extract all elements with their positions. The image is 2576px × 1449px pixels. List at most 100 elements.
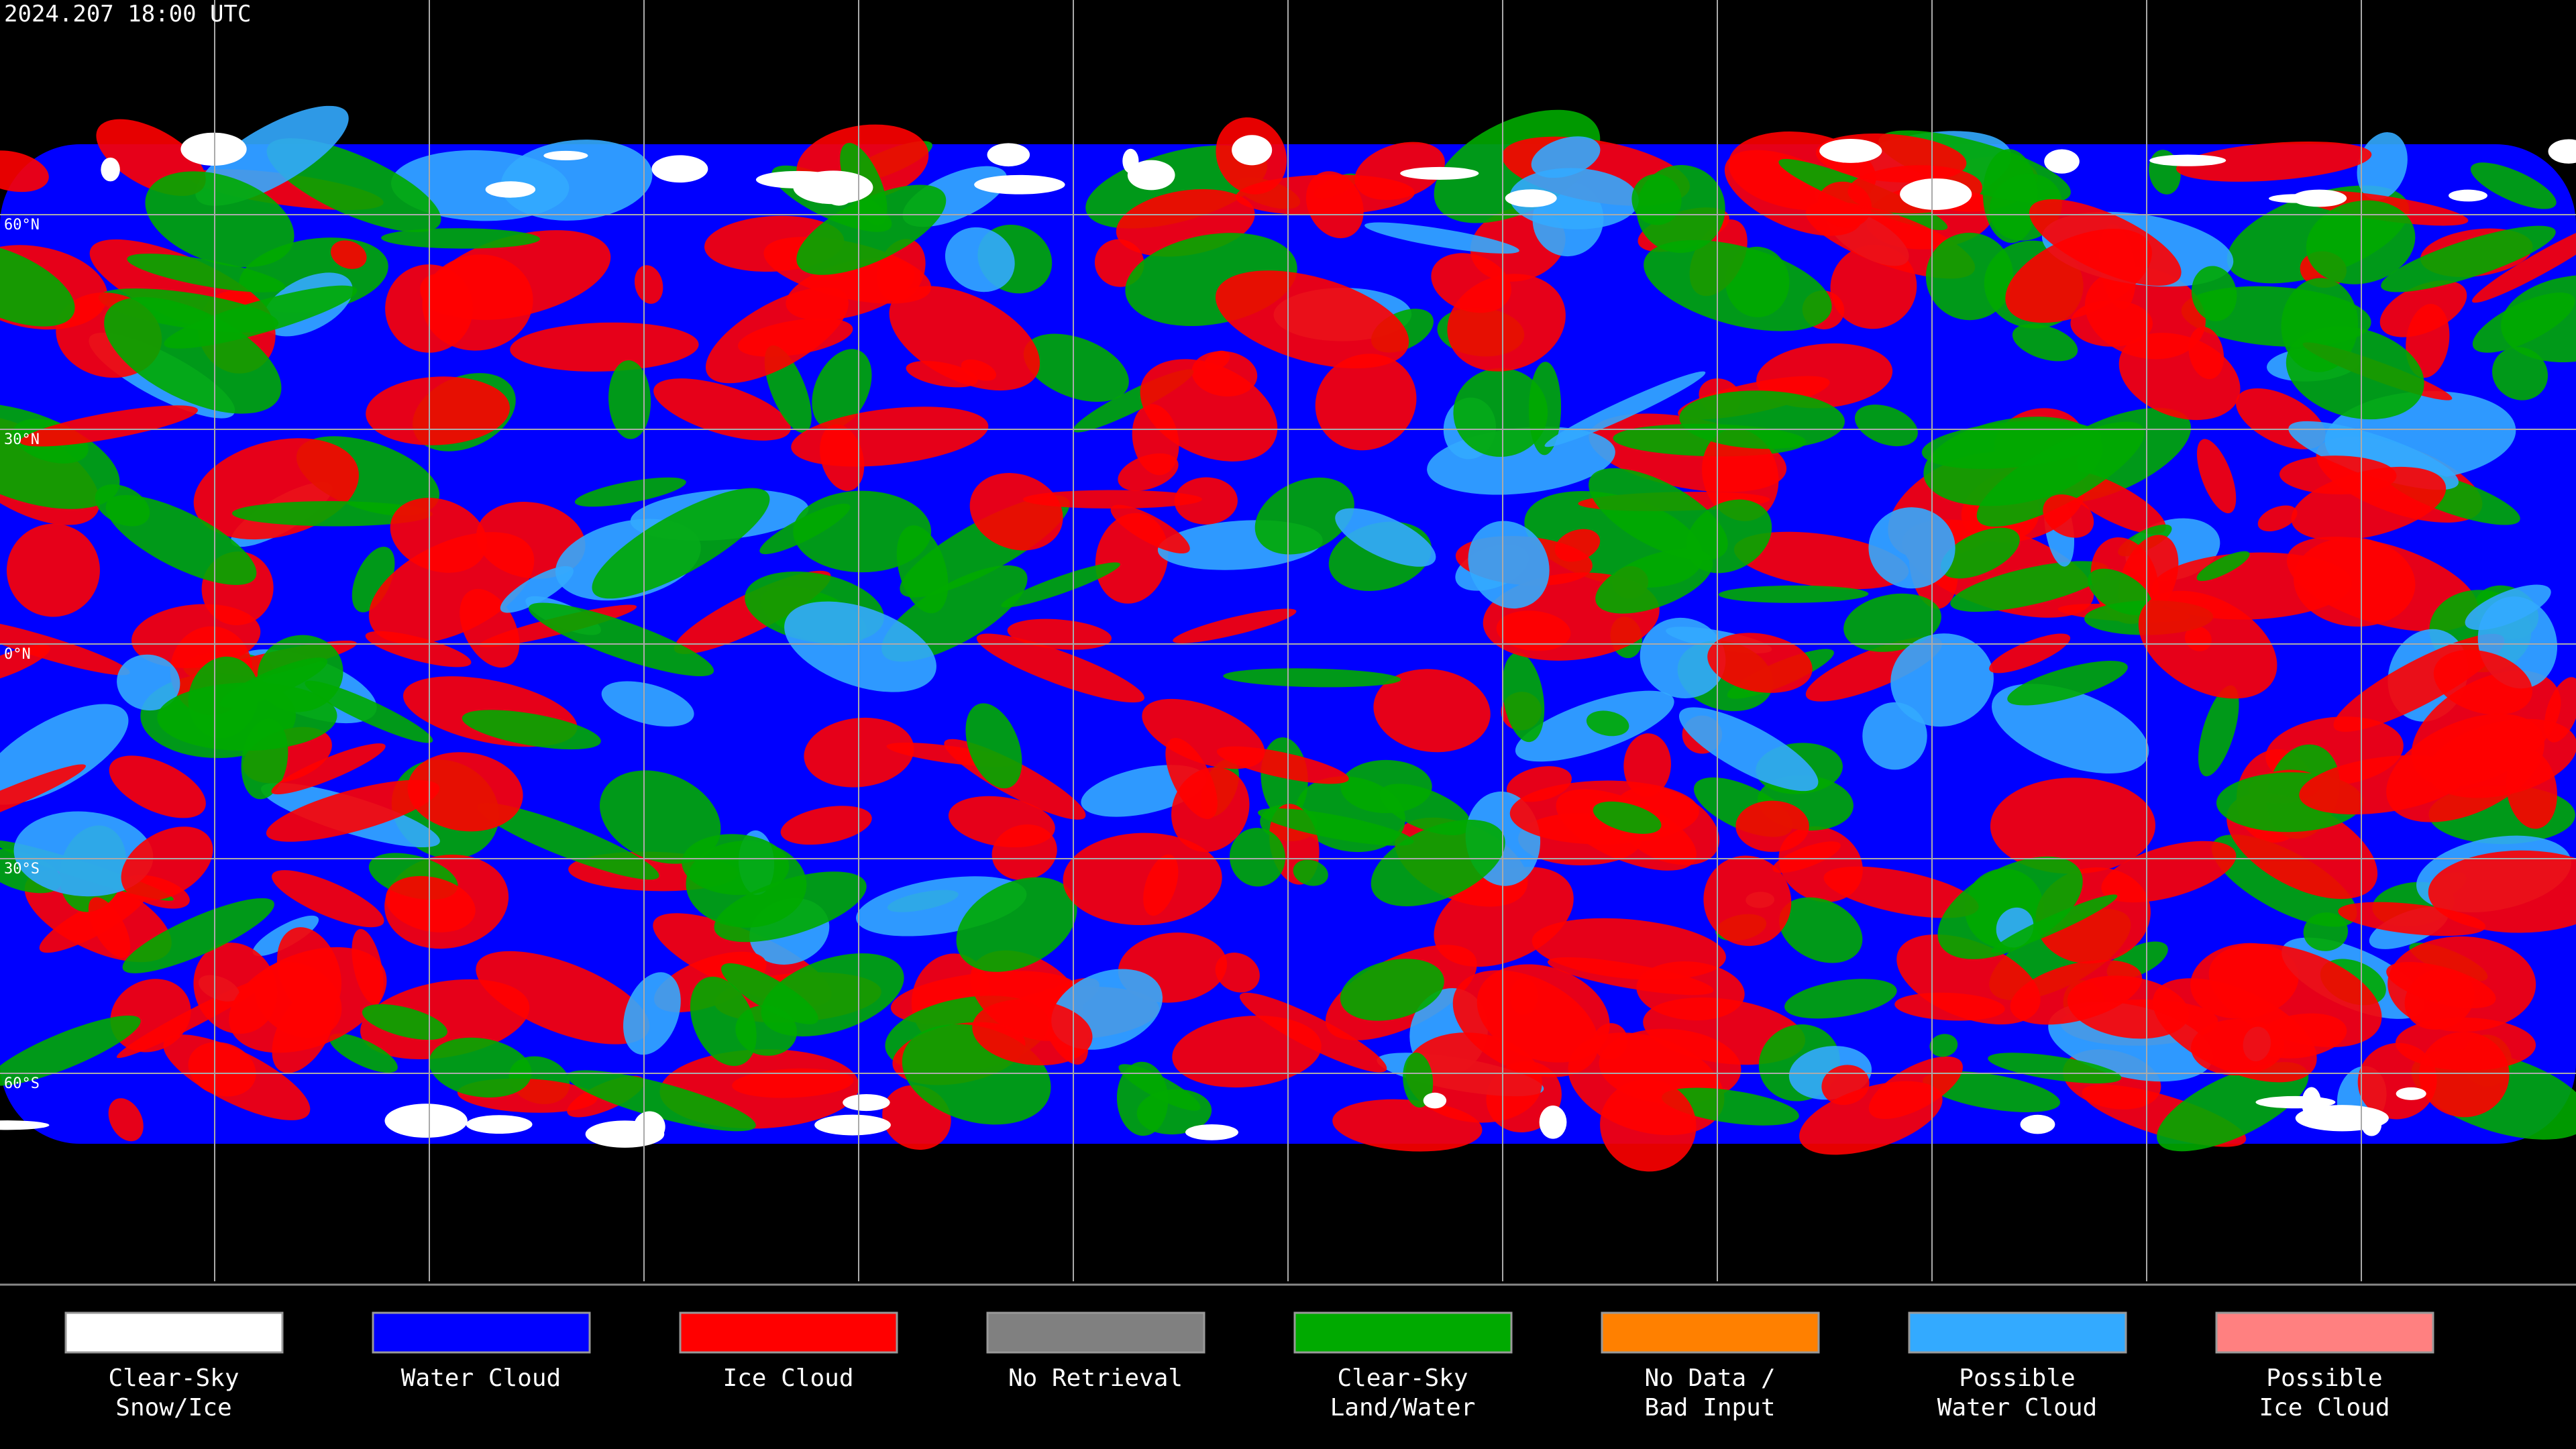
snow-patch: [585, 1120, 665, 1148]
cloud-patch: [1854, 405, 1918, 447]
cloud-patch: [476, 951, 650, 1044]
cloud-patch: [1589, 468, 1728, 561]
cloud-patch: [714, 871, 867, 943]
cloud-patch: [1215, 270, 1409, 369]
cloud-patch: [272, 870, 384, 928]
cloud-patch: [500, 566, 574, 613]
snow-patch: [1185, 1124, 1238, 1140]
cloud-patch: [1937, 856, 2083, 959]
cloud-patch: [271, 743, 386, 795]
cloud-patch: [1623, 733, 1671, 797]
cloud-patch: [812, 349, 872, 429]
cloud-patch: [1799, 1081, 1943, 1155]
cloud-patch: [1631, 174, 1682, 225]
cloud-patch: [420, 273, 469, 315]
legend-label: Clear-Sky: [1337, 1364, 1468, 1392]
cloud-patch: [1531, 136, 1601, 178]
legend-label: Snow/Ice: [115, 1394, 231, 1421]
cloud-patch: [1258, 808, 1414, 846]
cloud-patch: [948, 796, 1055, 848]
snow-patch: [793, 170, 873, 205]
cloud-patch: [1007, 619, 1112, 650]
cloud-patch: [231, 500, 433, 527]
cloud-patch: [229, 947, 387, 1053]
cloud-patch: [732, 1068, 854, 1098]
legend-label: Water Cloud: [1937, 1394, 2097, 1421]
cloud-patch: [157, 682, 337, 751]
cloud-patch: [429, 1037, 532, 1098]
cloud-patch: [1595, 549, 1713, 614]
cloud-patch: [1223, 668, 1401, 688]
cloud-patch: [1293, 859, 1328, 886]
cloud-patch: [1982, 149, 2038, 244]
snow-patch: [2020, 1114, 2055, 1134]
cloud-patch: [1868, 507, 1955, 589]
cloud-patch: [567, 1070, 756, 1132]
legend-label: Clear-Sky: [108, 1364, 239, 1392]
cloud-patch: [1023, 333, 1129, 402]
cloud-patch: [1703, 855, 1792, 947]
cloud-patch: [1532, 918, 1726, 980]
cloud-patch: [1600, 1079, 1697, 1172]
cloud-patch: [889, 286, 1040, 391]
legend-label: Possible: [2266, 1364, 2382, 1392]
cloud-patch: [2101, 841, 2237, 903]
snow-patch: [1423, 1092, 1447, 1109]
cloud-patch: [2433, 649, 2532, 715]
cloud-patch: [1136, 1089, 1212, 1135]
cloud-patch: [390, 498, 487, 573]
snow-patch: [101, 157, 120, 182]
cloud-patch: [13, 811, 154, 897]
cloud-patch: [1890, 633, 1994, 727]
cloud-patch: [1173, 608, 1297, 643]
cloud-patch: [1239, 992, 1387, 1073]
snow-patch: [1539, 1106, 1567, 1139]
cloud-patch: [1784, 979, 1897, 1019]
cloud-patch: [1431, 253, 1511, 313]
cloud-patch: [690, 976, 757, 1067]
snow-patch: [987, 143, 1030, 167]
cloud-patch: [1544, 371, 1706, 447]
legend-label: No Data /: [1644, 1364, 1775, 1392]
snow-patch: [651, 155, 708, 183]
cloud-patch: [2357, 132, 2408, 200]
cloud-patch: [1371, 819, 1505, 906]
snow-patch: [485, 181, 536, 198]
latitude-label: 30°N: [4, 431, 40, 448]
cloud-patch: [2198, 685, 2239, 777]
cloud-patch: [131, 604, 261, 669]
cloud-patch: [88, 897, 131, 959]
cloud-patch: [608, 360, 651, 439]
cloud-patch: [366, 376, 511, 445]
cloud-patch: [362, 1004, 447, 1040]
cloud-patch: [391, 150, 570, 221]
cloud-patch: [477, 802, 659, 880]
cloud-patch: [1862, 702, 1927, 770]
timestamp: 2024.207 18:00 UTC: [4, 1, 251, 28]
cloud-patch: [1735, 800, 1809, 852]
cloud-patch: [105, 495, 257, 585]
snow-patch: [2292, 189, 2347, 207]
cloud-patch: [2465, 584, 2551, 631]
cloud-patch: [0, 242, 75, 327]
latitude-labels: 60°N 30°N 0°N 30°S 60°S: [4, 217, 40, 1092]
cloud-patch: [1779, 897, 1863, 963]
cloud-patch: [784, 601, 936, 692]
snow-patch: [1900, 178, 1972, 210]
cloud-patch: [164, 285, 358, 349]
cloud-patch: [592, 488, 770, 599]
cloud-patch: [1468, 521, 1550, 609]
snow-patch: [466, 1115, 533, 1134]
snow-patch: [2449, 189, 2487, 202]
cloud-patch: [634, 265, 663, 304]
snow-patch: [2149, 154, 2226, 166]
cloud-patch: [2007, 661, 2128, 706]
cloud-patch: [1340, 959, 1444, 1021]
cloud-patch: [305, 680, 433, 743]
cloud-patch: [1992, 684, 2149, 774]
cloud-patch: [1990, 777, 2156, 874]
cloud-patch: [1976, 421, 2145, 527]
cloud-patch: [1354, 142, 1445, 201]
cloud-patch: [2138, 590, 2277, 699]
